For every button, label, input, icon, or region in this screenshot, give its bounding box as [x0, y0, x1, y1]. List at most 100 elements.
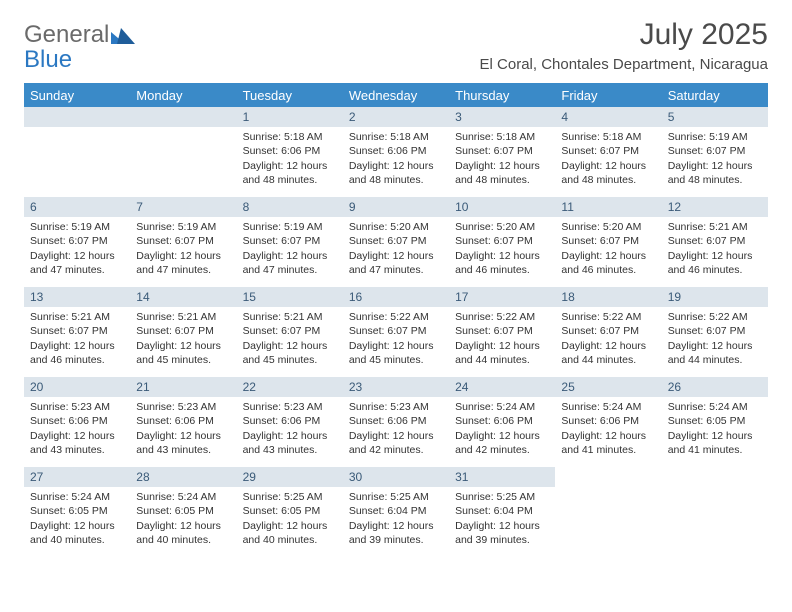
day-number: 7 — [130, 197, 236, 217]
daylight-line: Daylight: 12 hours and 45 minutes. — [136, 339, 230, 367]
daylight-line: Daylight: 12 hours and 48 minutes. — [349, 159, 443, 187]
header: General Blue July 2025 El Coral, Chontal… — [24, 18, 768, 73]
day-number: 22 — [237, 377, 343, 397]
sunset-line: Sunset: 6:07 PM — [30, 234, 124, 248]
daylight-line: Daylight: 12 hours and 48 minutes. — [561, 159, 655, 187]
day-details: Sunrise: 5:20 AMSunset: 6:07 PMDaylight:… — [555, 217, 661, 279]
calendar-cell: 2Sunrise: 5:18 AMSunset: 6:06 PMDaylight… — [343, 107, 449, 197]
sunset-line: Sunset: 6:06 PM — [243, 414, 337, 428]
sunset-line: Sunset: 6:07 PM — [561, 144, 655, 158]
calendar-cell: 29Sunrise: 5:25 AMSunset: 6:05 PMDayligh… — [237, 467, 343, 557]
calendar-cell: 18Sunrise: 5:22 AMSunset: 6:07 PMDayligh… — [555, 287, 661, 377]
logo-word-1: General — [24, 21, 109, 48]
calendar-cell: 19Sunrise: 5:22 AMSunset: 6:07 PMDayligh… — [662, 287, 768, 377]
day-number: 4 — [555, 107, 661, 127]
sunrise-line: Sunrise: 5:19 AM — [30, 220, 124, 234]
sunrise-line: Sunrise: 5:19 AM — [668, 130, 762, 144]
sunrise-line: Sunrise: 5:18 AM — [243, 130, 337, 144]
daylight-line: Daylight: 12 hours and 48 minutes. — [455, 159, 549, 187]
day-details: Sunrise: 5:18 AMSunset: 6:07 PMDaylight:… — [555, 127, 661, 189]
day-number: 3 — [449, 107, 555, 127]
daylight-line: Daylight: 12 hours and 43 minutes. — [136, 429, 230, 457]
calendar-cell: 6Sunrise: 5:19 AMSunset: 6:07 PMDaylight… — [24, 197, 130, 287]
calendar-cell: 23Sunrise: 5:23 AMSunset: 6:06 PMDayligh… — [343, 377, 449, 467]
calendar-cell: 20Sunrise: 5:23 AMSunset: 6:06 PMDayligh… — [24, 377, 130, 467]
daylight-line: Daylight: 12 hours and 47 minutes. — [349, 249, 443, 277]
day-number: 26 — [662, 377, 768, 397]
calendar-cell: 30Sunrise: 5:25 AMSunset: 6:04 PMDayligh… — [343, 467, 449, 557]
day-number: 27 — [24, 467, 130, 487]
sunrise-line: Sunrise: 5:25 AM — [243, 490, 337, 504]
day-details: Sunrise: 5:19 AMSunset: 6:07 PMDaylight:… — [24, 217, 130, 279]
calendar-row: 20Sunrise: 5:23 AMSunset: 6:06 PMDayligh… — [24, 377, 768, 467]
sunset-line: Sunset: 6:06 PM — [349, 144, 443, 158]
calendar-cell: 15Sunrise: 5:21 AMSunset: 6:07 PMDayligh… — [237, 287, 343, 377]
sunrise-line: Sunrise: 5:22 AM — [349, 310, 443, 324]
sunrise-line: Sunrise: 5:18 AM — [349, 130, 443, 144]
daylight-line: Daylight: 12 hours and 44 minutes. — [455, 339, 549, 367]
sunrise-line: Sunrise: 5:19 AM — [243, 220, 337, 234]
calendar-cell — [555, 467, 661, 557]
calendar-cell: 3Sunrise: 5:18 AMSunset: 6:07 PMDaylight… — [449, 107, 555, 197]
sunrise-line: Sunrise: 5:20 AM — [561, 220, 655, 234]
daylight-line: Daylight: 12 hours and 48 minutes. — [668, 159, 762, 187]
calendar-cell: 1Sunrise: 5:18 AMSunset: 6:06 PMDaylight… — [237, 107, 343, 197]
daylight-line: Daylight: 12 hours and 46 minutes. — [561, 249, 655, 277]
sunset-line: Sunset: 6:06 PM — [243, 144, 337, 158]
calendar-cell: 11Sunrise: 5:20 AMSunset: 6:07 PMDayligh… — [555, 197, 661, 287]
calendar-cell: 9Sunrise: 5:20 AMSunset: 6:07 PMDaylight… — [343, 197, 449, 287]
calendar-page: General Blue July 2025 El Coral, Chontal… — [0, 0, 792, 557]
sunset-line: Sunset: 6:07 PM — [561, 234, 655, 248]
sunrise-line: Sunrise: 5:20 AM — [349, 220, 443, 234]
calendar-header-row: SundayMondayTuesdayWednesdayThursdayFrid… — [24, 83, 768, 107]
logo-word-2: Blue — [24, 46, 72, 73]
day-details: Sunrise: 5:22 AMSunset: 6:07 PMDaylight:… — [343, 307, 449, 369]
calendar-cell — [24, 107, 130, 197]
sunrise-line: Sunrise: 5:20 AM — [455, 220, 549, 234]
weekday-header: Tuesday — [237, 83, 343, 107]
day-number: 9 — [343, 197, 449, 217]
sunset-line: Sunset: 6:07 PM — [668, 324, 762, 338]
sunrise-line: Sunrise: 5:24 AM — [561, 400, 655, 414]
sunrise-line: Sunrise: 5:21 AM — [243, 310, 337, 324]
daylight-line: Daylight: 12 hours and 39 minutes. — [349, 519, 443, 547]
calendar-cell: 24Sunrise: 5:24 AMSunset: 6:06 PMDayligh… — [449, 377, 555, 467]
day-number: 11 — [555, 197, 661, 217]
daylight-line: Daylight: 12 hours and 41 minutes. — [668, 429, 762, 457]
sunrise-line: Sunrise: 5:24 AM — [30, 490, 124, 504]
calendar-cell: 10Sunrise: 5:20 AMSunset: 6:07 PMDayligh… — [449, 197, 555, 287]
calendar-cell — [662, 467, 768, 557]
daylight-line: Daylight: 12 hours and 42 minutes. — [455, 429, 549, 457]
day-details: Sunrise: 5:20 AMSunset: 6:07 PMDaylight:… — [449, 217, 555, 279]
logo: General Blue — [24, 18, 137, 72]
sunrise-line: Sunrise: 5:22 AM — [455, 310, 549, 324]
day-number: 10 — [449, 197, 555, 217]
daylight-line: Daylight: 12 hours and 48 minutes. — [243, 159, 337, 187]
day-number: 25 — [555, 377, 661, 397]
calendar-cell: 28Sunrise: 5:24 AMSunset: 6:05 PMDayligh… — [130, 467, 236, 557]
daylight-line: Daylight: 12 hours and 45 minutes. — [349, 339, 443, 367]
day-details: Sunrise: 5:25 AMSunset: 6:04 PMDaylight:… — [449, 487, 555, 549]
day-number: 31 — [449, 467, 555, 487]
day-details: Sunrise: 5:22 AMSunset: 6:07 PMDaylight:… — [555, 307, 661, 369]
calendar-cell: 8Sunrise: 5:19 AMSunset: 6:07 PMDaylight… — [237, 197, 343, 287]
day-details: Sunrise: 5:21 AMSunset: 6:07 PMDaylight:… — [237, 307, 343, 369]
weekday-header: Thursday — [449, 83, 555, 107]
day-number: 15 — [237, 287, 343, 307]
sunset-line: Sunset: 6:06 PM — [349, 414, 443, 428]
sunrise-line: Sunrise: 5:23 AM — [243, 400, 337, 414]
calendar-row: 6Sunrise: 5:19 AMSunset: 6:07 PMDaylight… — [24, 197, 768, 287]
daylight-line: Daylight: 12 hours and 40 minutes. — [243, 519, 337, 547]
calendar-cell: 14Sunrise: 5:21 AMSunset: 6:07 PMDayligh… — [130, 287, 236, 377]
sunset-line: Sunset: 6:05 PM — [136, 504, 230, 518]
sunrise-line: Sunrise: 5:18 AM — [561, 130, 655, 144]
weekday-header: Saturday — [662, 83, 768, 107]
sunset-line: Sunset: 6:07 PM — [455, 234, 549, 248]
sunset-line: Sunset: 6:06 PM — [455, 414, 549, 428]
location-label: El Coral, Chontales Department, Nicaragu… — [480, 56, 768, 73]
daylight-line: Daylight: 12 hours and 47 minutes. — [30, 249, 124, 277]
calendar-body: 1Sunrise: 5:18 AMSunset: 6:06 PMDaylight… — [24, 107, 768, 557]
logo-text: General Blue — [24, 22, 109, 72]
daylight-line: Daylight: 12 hours and 40 minutes. — [30, 519, 124, 547]
day-number: 8 — [237, 197, 343, 217]
